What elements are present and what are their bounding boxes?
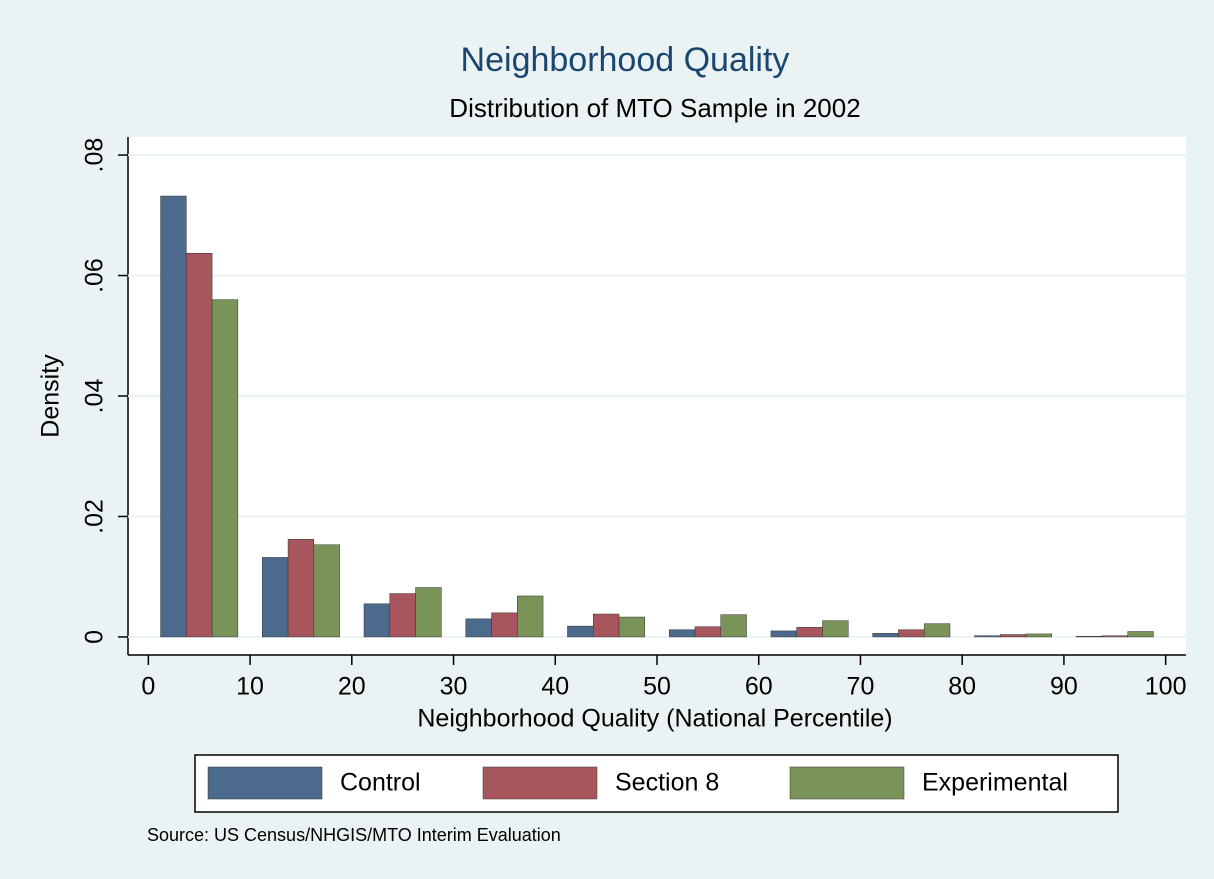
y-tick-label: 0	[81, 630, 109, 644]
bar	[694, 626, 722, 638]
bar	[186, 252, 213, 638]
x-tick-label: 90	[1050, 673, 1078, 701]
bar	[720, 614, 747, 638]
bar	[567, 625, 594, 638]
legend	[194, 754, 1119, 813]
x-tick-label: 70	[847, 673, 875, 701]
bar	[415, 587, 442, 638]
x-tick-label: 0	[141, 673, 155, 701]
y-tick-label: .02	[81, 499, 109, 534]
legend-swatch	[207, 766, 323, 800]
legend-label: Control	[340, 769, 421, 797]
bar	[517, 595, 544, 638]
y-tick-label: .06	[81, 258, 109, 293]
bar	[668, 629, 696, 638]
x-tick-label: 10	[236, 673, 264, 701]
bar	[1075, 636, 1103, 638]
legend-label: Section 8	[615, 769, 719, 797]
bar	[898, 629, 925, 638]
bar	[313, 544, 340, 638]
bar	[618, 616, 646, 638]
bar	[389, 593, 416, 638]
y-tick-label: .08	[81, 138, 109, 173]
bar	[262, 557, 289, 638]
bar	[923, 623, 951, 638]
bar	[160, 195, 187, 638]
chart-subtitle: Distribution of MTO Sample in 2002	[449, 93, 860, 123]
x-tick-label: 80	[948, 673, 976, 701]
bar	[465, 618, 492, 638]
legend-label: Experimental	[922, 769, 1068, 797]
bar	[1025, 633, 1052, 638]
bar	[999, 634, 1027, 638]
bar	[287, 539, 315, 638]
bar	[822, 620, 849, 638]
bar	[872, 633, 899, 638]
bar	[592, 613, 620, 638]
chart-title: Neighborhood Quality	[461, 41, 790, 79]
note: Source: US Census/NHGIS/MTO Interim Eval…	[147, 825, 561, 845]
bar	[770, 630, 797, 638]
x-tick-label: 40	[541, 673, 569, 701]
bar	[211, 299, 239, 638]
x-axis-label: Neighborhood Quality (National Percentil…	[417, 705, 892, 733]
bar	[1101, 635, 1128, 638]
legend-swatch	[789, 766, 905, 800]
x-tick-label: 30	[440, 673, 468, 701]
bar	[491, 612, 518, 638]
x-tick-label: 20	[338, 673, 366, 701]
x-tick-label: 60	[745, 673, 773, 701]
x-tick-label: 100	[1145, 673, 1187, 701]
legend-swatch	[482, 766, 598, 800]
bar	[974, 635, 1001, 638]
y-tick-label: .04	[81, 379, 109, 414]
y-axis-label: Density	[37, 354, 65, 438]
bar	[1127, 631, 1154, 638]
x-tick-label: 50	[643, 673, 671, 701]
bar	[796, 627, 823, 638]
bar	[363, 603, 391, 638]
